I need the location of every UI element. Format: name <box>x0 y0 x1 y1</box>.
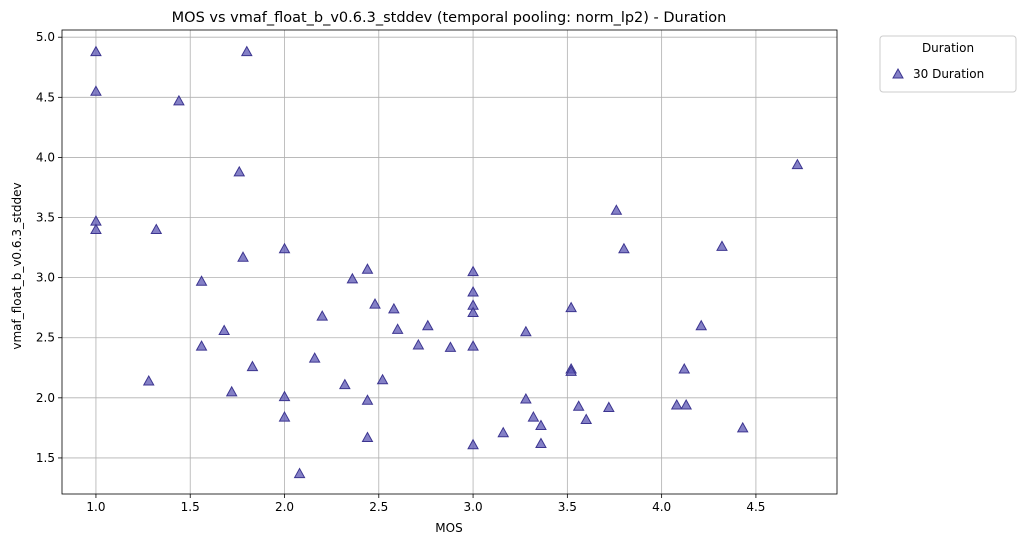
data-point <box>670 399 683 410</box>
data-point <box>173 94 185 106</box>
data-point <box>195 340 208 351</box>
data-point <box>316 310 329 321</box>
data-point <box>278 242 291 254</box>
legend-frame <box>879 35 1017 93</box>
data-point <box>580 413 593 424</box>
data-point <box>338 378 351 390</box>
x-axis-ticks: 1.0 1.5 2.0 2.5 3.0 3.5 4.0 4.5 <box>86 494 765 514</box>
data-point <box>391 323 404 334</box>
data-point <box>467 265 479 277</box>
grid <box>62 30 837 494</box>
data-point <box>695 319 708 331</box>
data-point <box>520 325 532 337</box>
data-point <box>369 298 381 309</box>
data-point <box>90 45 102 57</box>
x-tick-label: 2.0 <box>275 500 294 514</box>
data-point <box>520 393 532 404</box>
data-point <box>602 401 615 412</box>
data-point <box>90 85 102 96</box>
x-tick-label: 4.0 <box>652 500 671 514</box>
data-point <box>716 240 728 251</box>
y-axis-label: vmaf_float_b_v0.6.3_stddev <box>10 182 24 349</box>
data-point <box>376 373 389 385</box>
data-point <box>444 341 457 352</box>
data-point <box>467 306 479 317</box>
data-point <box>361 431 374 443</box>
data-point <box>678 362 691 374</box>
data-point <box>90 223 102 235</box>
data-point <box>618 242 630 254</box>
data-point <box>535 419 547 430</box>
data-point <box>467 438 479 450</box>
data-point <box>361 394 374 405</box>
x-tick-label: 1.0 <box>86 500 105 514</box>
data-point <box>736 421 749 433</box>
data-point <box>791 158 804 170</box>
data-point <box>278 390 291 402</box>
legend-title: Duration <box>922 41 974 55</box>
data-point <box>680 399 692 410</box>
data-point <box>497 426 510 438</box>
data-point <box>565 301 577 313</box>
x-tick-label: 4.5 <box>746 500 765 514</box>
legend-marker-triangle <box>892 67 904 79</box>
data-point <box>412 338 425 350</box>
y-tick-label: 4.5 <box>36 90 55 104</box>
data-point <box>240 45 253 57</box>
x-tick-label: 3.0 <box>464 500 483 514</box>
data-point <box>278 411 291 422</box>
data-point <box>467 340 479 351</box>
data-point <box>293 467 306 479</box>
data-point <box>421 319 434 331</box>
legend-entry-label: 30 Duration <box>913 67 984 81</box>
y-tick-label: 4.0 <box>36 150 55 164</box>
plot-area-frame <box>61 29 838 495</box>
y-axis-ticks: 1.5 2.0 2.5 3.0 3.5 4.0 4.5 5.0 <box>36 30 62 465</box>
data-point <box>572 400 585 411</box>
y-tick-label: 5.0 <box>36 30 55 44</box>
y-tick-label: 2.0 <box>36 391 55 405</box>
data-point <box>346 272 359 284</box>
chart-title: MOS vs vmaf_float_b_v0.6.3_stddev (tempo… <box>172 10 727 26</box>
y-tick-label: 2.5 <box>36 331 55 345</box>
y-tick-label: 1.5 <box>36 451 55 465</box>
data-point <box>565 365 577 376</box>
legend: Duration 30 Duration <box>879 35 1017 93</box>
data-points <box>90 45 804 479</box>
data-point <box>218 324 231 336</box>
data-point <box>142 374 155 386</box>
data-point <box>150 223 163 235</box>
data-point <box>195 275 208 286</box>
data-point <box>246 360 259 372</box>
x-tick-label: 3.5 <box>558 500 577 514</box>
data-point <box>388 302 400 314</box>
y-tick-label: 3.0 <box>36 271 55 285</box>
data-point <box>610 204 623 215</box>
x-tick-label: 1.5 <box>181 500 200 514</box>
data-point <box>225 385 238 397</box>
x-axis-label: MOS <box>435 521 462 535</box>
data-point <box>361 263 374 274</box>
data-point <box>237 251 249 262</box>
data-point <box>233 165 246 177</box>
data-point <box>308 352 321 363</box>
data-point <box>535 437 547 449</box>
data-point <box>527 411 540 422</box>
y-tick-label: 3.5 <box>36 211 55 225</box>
x-tick-label: 2.5 <box>369 500 388 514</box>
data-point <box>467 286 479 297</box>
